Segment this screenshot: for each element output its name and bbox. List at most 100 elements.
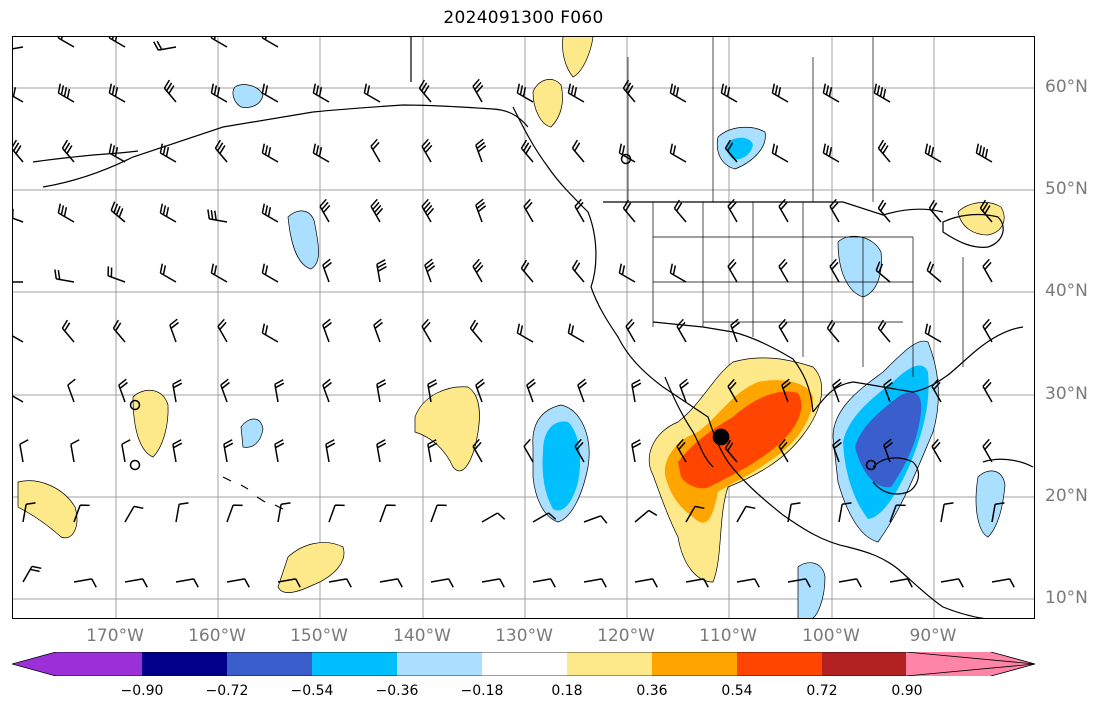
lon-label-120w: 120°W (597, 626, 655, 646)
warm-region-subtropic (132, 390, 169, 458)
colorbar-tick-label: 0.36 (636, 683, 668, 699)
wind-barb (931, 438, 942, 463)
wind-barb (826, 319, 840, 343)
wind-barb (571, 139, 585, 163)
wind-barb (207, 209, 228, 223)
lat-label-30n: 30°N (1045, 384, 1088, 404)
colorbar-tick-label: −0.72 (205, 683, 249, 699)
wind-barb (217, 318, 228, 343)
wind-barb (210, 83, 228, 103)
wind-barb (679, 378, 689, 403)
wind-barb (676, 438, 687, 463)
wind-barb (472, 258, 484, 283)
colorbar-tick-label: −0.36 (375, 683, 419, 699)
wind-barb (376, 439, 387, 463)
wind-barb (475, 198, 487, 223)
wind-barb (472, 78, 484, 103)
wind-barb (472, 438, 483, 463)
wind-barb (421, 198, 435, 223)
wind-barb (771, 83, 789, 103)
wind-barb (108, 83, 126, 103)
wind-barb (979, 199, 993, 223)
wind-barb (685, 505, 705, 523)
lat-label-20n: 20°N (1045, 486, 1088, 506)
wind-barb (112, 319, 126, 343)
wind-barb (991, 502, 1005, 523)
lon-label-110w: 110°W (699, 626, 757, 646)
wind-barb (322, 258, 332, 283)
wind-barb (220, 378, 230, 403)
cold-region-gulf-3 (855, 392, 922, 488)
wind-barb (571, 259, 585, 283)
wind-barb (73, 578, 97, 588)
wind-barb (214, 139, 228, 163)
wind-barb (832, 378, 842, 403)
wind-barb (124, 578, 148, 588)
wind-barb (67, 378, 76, 403)
wind-barb (727, 198, 738, 223)
wind-barb (261, 323, 279, 343)
wind-barb (328, 578, 352, 588)
lat-label-10n: 10°N (1045, 588, 1088, 608)
calm-marker (129, 399, 141, 411)
wind-barb (669, 263, 687, 283)
wind-barb (889, 578, 913, 588)
wind-barb (312, 143, 330, 163)
wind-barb (516, 83, 534, 103)
map-panel (12, 36, 1035, 619)
wind-barb (210, 37, 228, 48)
colorbar (12, 652, 1036, 676)
wind-barb (926, 261, 942, 283)
wind-barb (520, 139, 534, 163)
wind-barb (583, 515, 608, 524)
wind-barb (778, 258, 789, 283)
wind-barb (175, 578, 199, 588)
wind-barb (172, 379, 183, 403)
wind-barb (838, 502, 852, 523)
wind-barb (685, 578, 709, 588)
wind-barb (669, 143, 687, 163)
wind-barb (877, 199, 891, 223)
calm-marker (620, 153, 632, 165)
cold-region-small (240, 418, 264, 448)
wind-barb (424, 258, 436, 283)
aleutians (32, 150, 139, 163)
wind-barb (153, 40, 177, 51)
wind-barb (475, 378, 485, 403)
wind-barb (727, 258, 738, 283)
wind-barb (159, 203, 177, 223)
wind-barb (924, 143, 942, 163)
wind-barb (877, 319, 891, 343)
wind-barb (159, 263, 177, 283)
warm-region-west (414, 386, 480, 472)
wind-barb (829, 198, 840, 223)
wind-barb (567, 83, 585, 103)
wind-barb (61, 139, 75, 163)
wind-barb (577, 378, 587, 403)
wind-barb (421, 318, 432, 343)
wind-barb (822, 83, 840, 103)
wind-barb (121, 439, 131, 463)
wind-barb (373, 318, 383, 343)
alaska-coast (42, 104, 529, 188)
cold-region-caribbean (975, 470, 1006, 538)
wind-barb (19, 439, 29, 463)
wind-barb (778, 318, 789, 343)
wind-barb (832, 438, 842, 463)
baja (664, 376, 714, 468)
wind-barb (57, 37, 75, 48)
colorbar-segment (652, 652, 737, 676)
wind-barb (226, 504, 243, 523)
wind-barb (13, 46, 24, 50)
cold-region-pacific-north (287, 210, 319, 270)
wind-barb (274, 439, 285, 463)
colorbar-segment (822, 652, 906, 676)
west-coast (512, 106, 985, 618)
wind-barb (469, 319, 483, 343)
colorbar-outline (12, 652, 1036, 676)
colorbar-segment (142, 652, 227, 676)
wind-barb (875, 261, 891, 283)
wind-barb (574, 198, 585, 223)
wind-barb (261, 143, 279, 163)
wind-barb (73, 504, 90, 523)
